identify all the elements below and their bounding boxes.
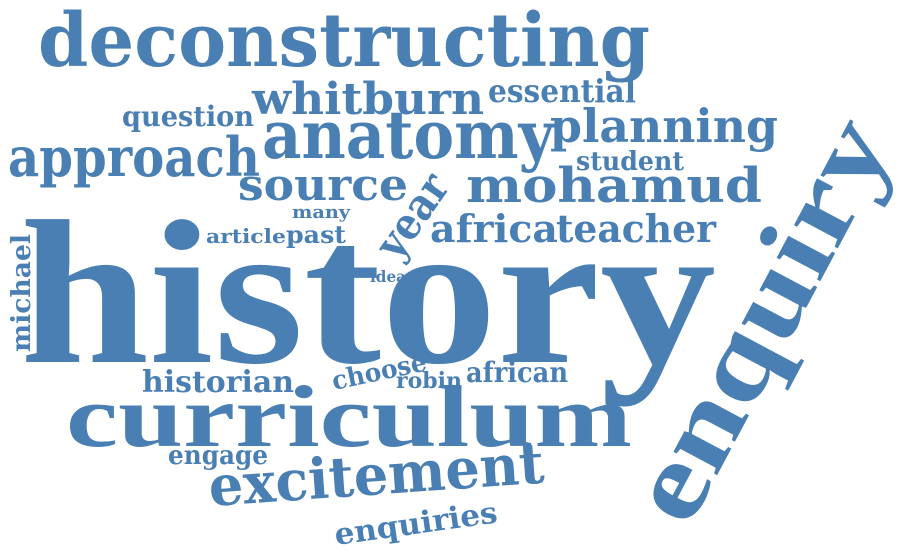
word-article: article [206, 224, 286, 248]
word-anatomy: anatomy [262, 96, 556, 174]
word-africa: africa [430, 206, 558, 251]
word-student: student [576, 147, 684, 177]
word-idea: idea [370, 267, 406, 286]
word-approach: approach [8, 125, 260, 189]
word-essential: essential [488, 72, 636, 110]
word-mohamud: mohamud [466, 158, 762, 214]
word-engage: engage [168, 441, 268, 471]
word-planning: planning [550, 99, 778, 153]
word-michael: michael [7, 234, 37, 352]
word-whitburn: whitburn [251, 74, 484, 125]
word-curriculum: curriculum [66, 369, 632, 466]
word-history: history [20, 178, 716, 407]
word-many: many [292, 202, 351, 223]
word-african: african [466, 356, 568, 389]
word-question: question [122, 100, 254, 133]
word-robin: robin [396, 368, 462, 394]
word-teacher: teacher [556, 206, 717, 251]
word-past: past [286, 220, 346, 249]
word-source: source [238, 160, 408, 211]
word-historian: historian [142, 365, 294, 400]
word-deconstructing: deconstructing [38, 0, 650, 84]
